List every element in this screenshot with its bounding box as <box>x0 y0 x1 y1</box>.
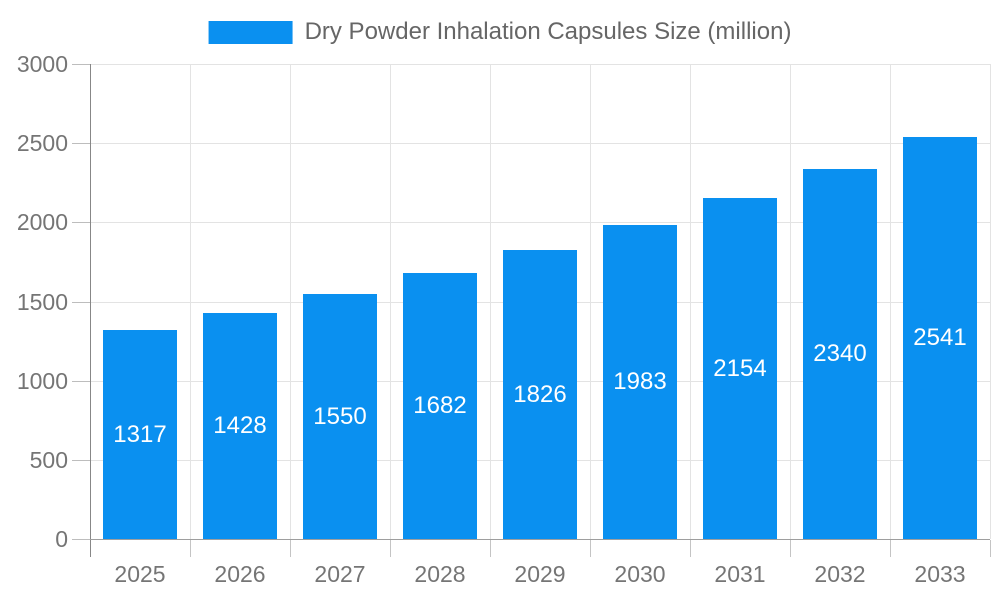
y-tick-1000 <box>72 381 90 382</box>
x-tick-7 <box>790 540 791 557</box>
x-axis-label-2026: 2026 <box>214 561 266 587</box>
gridline-v-4 <box>490 64 491 539</box>
y-tick-0 <box>72 539 90 540</box>
legend-swatch <box>208 20 293 44</box>
gridline-v-9 <box>990 64 991 539</box>
bar-2029[interactable]: 1826 <box>503 250 577 539</box>
y-tick-3000 <box>72 64 90 65</box>
gridline-v-6 <box>690 64 691 539</box>
bar-value-label-2029: 1826 <box>513 380 567 408</box>
gridline-v-5 <box>590 64 591 539</box>
y-axis-label-500: 500 <box>29 447 68 473</box>
x-axis-label-2030: 2030 <box>614 561 666 587</box>
x-tick-9 <box>990 540 991 557</box>
x-tick-3 <box>390 540 391 557</box>
x-axis-label-2029: 2029 <box>514 561 566 587</box>
bar-value-label-2033: 2541 <box>913 324 967 351</box>
x-tick-8 <box>890 540 891 557</box>
bar-value-label-2026: 1428 <box>213 412 267 439</box>
bar-value-label-2032: 2340 <box>813 340 867 367</box>
y-axis-line <box>90 64 91 557</box>
y-tick-1500 <box>72 302 90 303</box>
x-tick-2 <box>290 540 291 557</box>
bar-value-label-2027: 1550 <box>313 402 367 430</box>
bar-2028[interactable]: 1682 <box>403 273 477 539</box>
x-axis-label-2031: 2031 <box>714 561 766 587</box>
y-axis-label-2000: 2000 <box>16 209 68 235</box>
y-axis-label-1000: 1000 <box>16 368 68 394</box>
gridline-h-2000 <box>90 222 990 223</box>
gridline-v-2 <box>290 64 291 539</box>
y-axis-label-0: 0 <box>55 526 68 552</box>
y-tick-2500 <box>72 143 90 144</box>
bar-2032[interactable]: 2340 <box>803 169 877 539</box>
bar-value-label-2028: 1682 <box>413 392 467 419</box>
x-axis-label-2028: 2028 <box>414 561 466 587</box>
bar-value-label-2025: 1317 <box>113 420 167 448</box>
x-tick-4 <box>490 540 491 557</box>
legend-label: Dry Powder Inhalation Capsules Size (mil… <box>304 18 792 45</box>
gridline-v-7 <box>790 64 791 539</box>
gridline-h-2500 <box>90 143 990 144</box>
bar-value-label-2031: 2154 <box>713 354 767 382</box>
bar-2031[interactable]: 2154 <box>703 198 777 539</box>
gridline-h-3000 <box>90 64 990 65</box>
bar-2030[interactable]: 1983 <box>603 225 677 539</box>
bar-2025[interactable]: 1317 <box>103 330 177 539</box>
bar-2026[interactable]: 1428 <box>203 313 277 539</box>
x-axis-label-2025: 2025 <box>114 561 166 587</box>
y-axis-label-1500: 1500 <box>16 289 68 315</box>
x-tick-5 <box>590 540 591 557</box>
bar-2027[interactable]: 1550 <box>303 294 377 539</box>
gridline-v-3 <box>390 64 391 539</box>
x-axis-label-2027: 2027 <box>314 561 366 587</box>
gridline-v-1 <box>190 64 191 539</box>
x-axis-label-2033: 2033 <box>914 561 966 587</box>
x-tick-6 <box>690 540 691 557</box>
gridline-v-8 <box>890 64 891 539</box>
y-tick-2000 <box>72 222 90 223</box>
bar-2033[interactable]: 2541 <box>903 137 977 539</box>
y-tick-500 <box>72 460 90 461</box>
y-axis-label-3000: 3000 <box>16 51 68 77</box>
bar-value-label-2030: 1983 <box>613 368 667 395</box>
x-axis-line <box>90 539 990 540</box>
legend[interactable]: Dry Powder Inhalation Capsules Size (mil… <box>208 18 792 45</box>
y-axis-label-2500: 2500 <box>16 130 68 156</box>
x-axis-label-2032: 2032 <box>814 561 866 587</box>
x-tick-1 <box>190 540 191 557</box>
